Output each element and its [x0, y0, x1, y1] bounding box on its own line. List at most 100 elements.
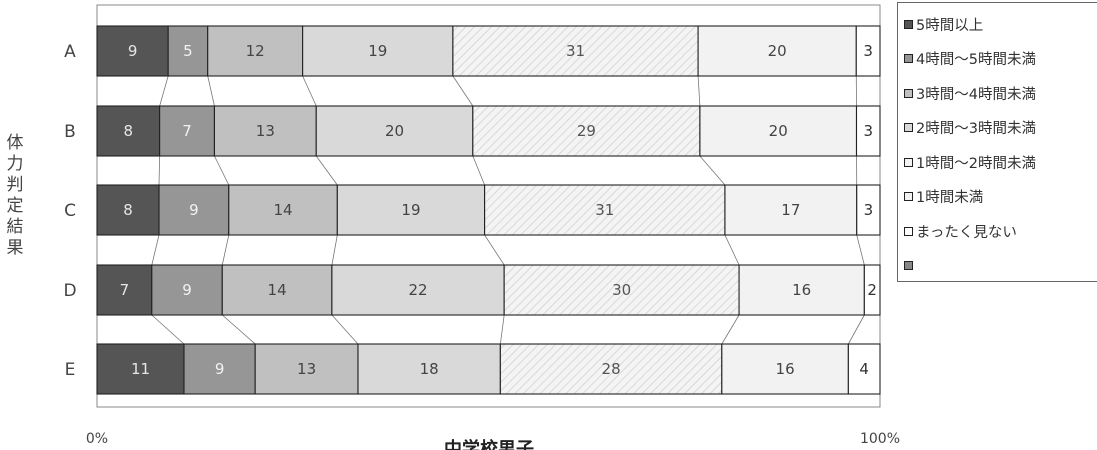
bar-segment	[699, 105, 858, 157]
series-line	[856, 234, 865, 266]
legend-swatch	[904, 88, 913, 98]
legend-label: 5時間以上	[916, 17, 984, 34]
bar-segment	[847, 343, 881, 395]
y-axis-title-char: 果	[7, 238, 24, 258]
category-label: E	[65, 360, 76, 380]
legend-swatch	[904, 19, 913, 29]
series-line	[151, 314, 185, 345]
category-label: A	[64, 42, 76, 62]
legend-swatch	[904, 54, 913, 63]
x-axis-title: 中学校男子	[444, 438, 534, 450]
series-line	[302, 75, 317, 107]
series-line	[207, 75, 215, 107]
bar-segment	[738, 264, 865, 316]
bar-segment	[724, 184, 858, 236]
y-axis-title-char: 定	[7, 196, 24, 216]
series-line	[221, 234, 230, 266]
data-label: 9	[182, 281, 192, 299]
data-label: 20	[385, 122, 404, 140]
data-label: 9	[215, 360, 225, 378]
legend-item: 5時間以上	[904, 9, 983, 39]
legend-item: 2時間～3時間未満	[904, 113, 1036, 143]
bar-segment	[158, 184, 230, 236]
series-line	[699, 155, 726, 186]
data-label: 31	[566, 42, 585, 60]
legend-item	[904, 251, 916, 281]
y-axis-title-char: 判	[7, 175, 24, 195]
bar-segment	[721, 343, 849, 395]
bar-segment	[96, 105, 161, 157]
legend-label: 4時間～5時間未満	[916, 52, 1036, 68]
y-axis-title-char: 結	[7, 217, 24, 237]
bar-segment	[503, 264, 740, 316]
data-label: 5	[183, 42, 193, 60]
series-line	[222, 314, 256, 345]
legend-label: 2時間～3時間未満	[916, 121, 1036, 137]
legend-label: まったく見ない	[916, 224, 1017, 241]
data-label: 12	[246, 42, 265, 60]
legend-label: 1時間～2時間未満	[916, 155, 1036, 172]
y-axis-title-char: 力	[7, 154, 24, 174]
bar-segment	[331, 264, 505, 316]
data-label: 30	[612, 281, 631, 299]
category-label: D	[63, 281, 76, 301]
legend-item: 1時間未満	[904, 182, 983, 212]
bar-segment	[336, 184, 486, 236]
series-lines	[151, 75, 865, 345]
data-label: 22	[408, 281, 427, 299]
data-label: 3	[863, 122, 873, 140]
data-label: 14	[274, 201, 293, 219]
data-label: 29	[577, 122, 596, 140]
data-label: 14	[268, 281, 287, 299]
series-line	[697, 75, 701, 107]
series-line	[724, 234, 740, 266]
category-labels: A B C D E	[63, 42, 76, 380]
data-label: 16	[792, 281, 811, 299]
x-tick-label: 0%	[86, 431, 108, 447]
bar-segment	[855, 25, 881, 77]
series-line	[214, 155, 230, 186]
series-line	[452, 75, 474, 107]
series-line	[848, 314, 865, 345]
bar-segment	[221, 264, 333, 316]
bar-segment	[357, 343, 501, 395]
data-label: 20	[768, 42, 787, 60]
series-line	[484, 234, 505, 266]
category-label: B	[64, 122, 76, 142]
data-label: 8	[124, 122, 134, 140]
bar-segment	[315, 105, 474, 157]
bar-segment	[452, 25, 699, 77]
bars: 9 5 12 19 31 20 38 7 13 20 29 20 38 9 14 19 31 17 37 9 14 22 3…	[96, 25, 881, 395]
data-label: 16	[776, 360, 795, 378]
data-label: 31	[595, 201, 614, 219]
data-label: 19	[401, 201, 420, 219]
data-label: 17	[781, 201, 800, 219]
legend-label: 3時間～4時間未満	[916, 86, 1036, 103]
data-label: 8	[123, 201, 133, 219]
x-tick-label: 100%	[860, 431, 900, 447]
series-line	[331, 234, 338, 266]
data-label: 18	[420, 360, 439, 378]
y-axis-title-char: 体	[7, 133, 24, 153]
legend-label: 1時間未満	[916, 190, 984, 206]
data-label: 3	[863, 42, 873, 60]
series-line	[158, 155, 161, 186]
category-label: C	[64, 201, 76, 221]
series-line	[472, 155, 485, 186]
bar-segment	[96, 184, 160, 236]
bar-segment	[254, 343, 359, 395]
legend-item: 4時間～5時間未満	[904, 44, 1036, 74]
data-label: 7	[120, 281, 130, 299]
legend-item: まったく見ない	[904, 216, 1017, 246]
data-label: 13	[256, 122, 275, 140]
legend-swatch	[904, 157, 913, 167]
legend-item: 3時間～4時間未満	[904, 78, 1036, 108]
data-label: 9	[128, 42, 138, 60]
data-label: 11	[131, 360, 150, 378]
data-label: 7	[182, 122, 192, 140]
bar-segment	[499, 343, 723, 395]
data-label: 9	[189, 201, 199, 219]
bar-segment	[855, 105, 881, 157]
bar-segment	[228, 184, 338, 236]
